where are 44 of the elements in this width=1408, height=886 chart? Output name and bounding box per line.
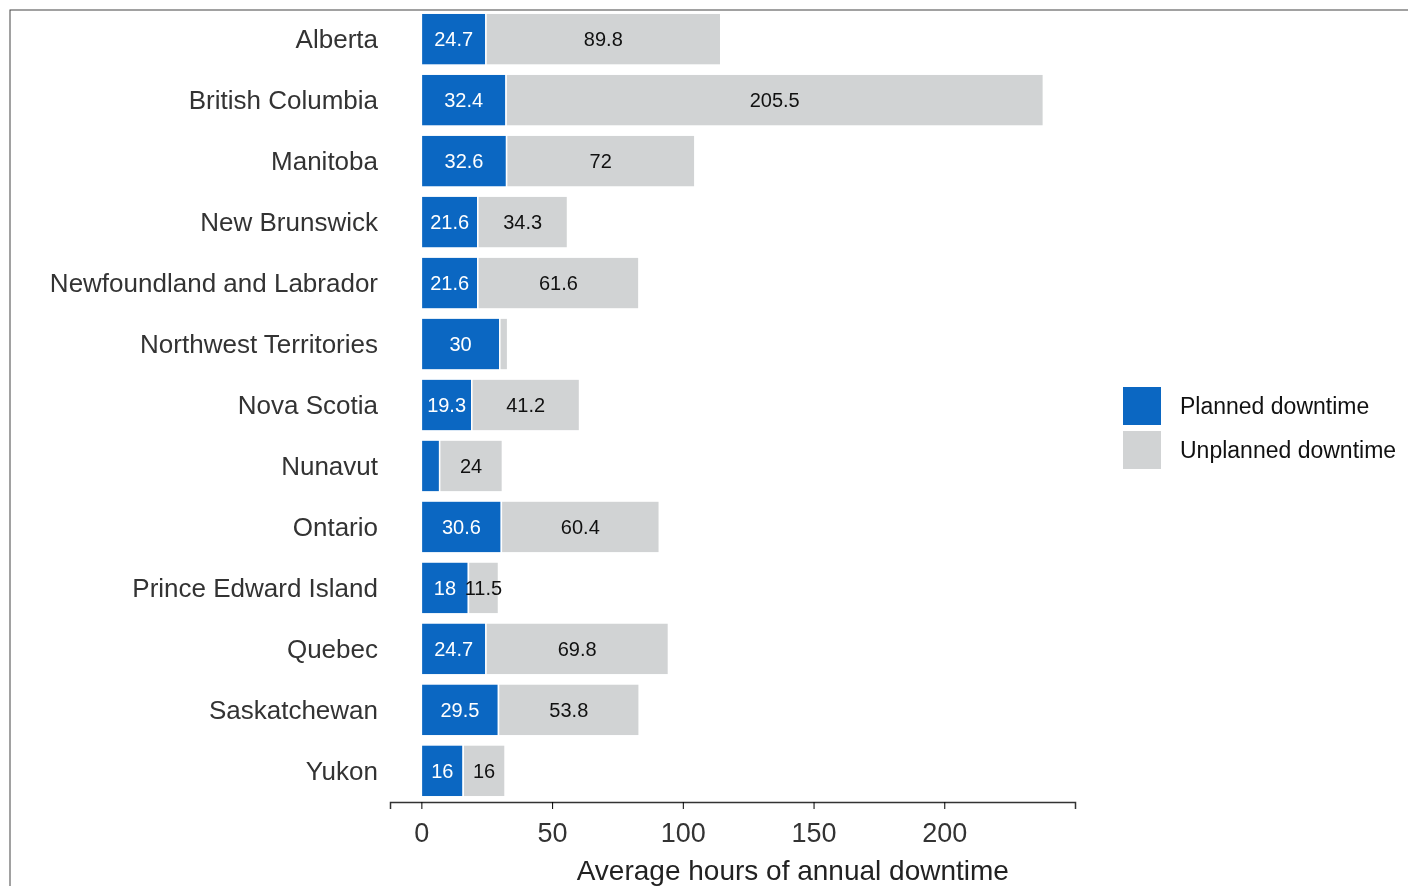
- x-tick-label: 0: [414, 817, 430, 848]
- data-label: 89.8: [583, 28, 623, 51]
- y-tick-label: Quebec: [286, 634, 378, 665]
- data-label: 21.6: [430, 272, 470, 295]
- data-label: 24.7: [434, 28, 474, 51]
- data-label: 32.6: [444, 150, 484, 173]
- data-label: 24.7: [434, 637, 474, 660]
- x-tick-label: 150: [791, 817, 837, 848]
- data-label: 29.5: [440, 698, 480, 721]
- data-label: 69.8: [557, 637, 597, 660]
- data-label: 34.3: [503, 211, 543, 234]
- data-label: 18: [433, 576, 457, 599]
- data-label: 24: [459, 454, 483, 477]
- data-label: 16: [473, 759, 496, 782]
- data-label: 30.6: [441, 515, 481, 538]
- data-label: 32.4: [444, 89, 484, 112]
- data-label: 205.5: [749, 89, 800, 112]
- data-label: 19.3: [427, 394, 467, 416]
- y-tick-label: Northwest Territories: [140, 329, 378, 360]
- y-tick-label: Manitoba: [271, 146, 379, 177]
- data-label: 72: [589, 150, 612, 173]
- data-label: 60.4: [560, 515, 600, 538]
- data-label: 61.6: [538, 272, 578, 295]
- x-tick-label: 100: [660, 817, 706, 848]
- y-tick-label: Nunavut: [281, 451, 379, 482]
- y-tick-label: Saskatchewan: [208, 694, 378, 725]
- data-label: 21.6: [430, 211, 470, 234]
- y-tick-label: Ontario: [292, 512, 378, 543]
- legend-label: Planned downtime: [1180, 393, 1370, 420]
- y-tick-label: Prince Edward Island: [132, 573, 378, 604]
- data-label: 41.2: [506, 394, 546, 416]
- x-axis-title: Average hours of annual downtime: [576, 855, 1009, 886]
- y-tick-label: Alberta: [295, 24, 379, 55]
- y-tick-label: Yukon: [305, 755, 378, 786]
- legend-label: Unplanned downtime: [1180, 437, 1397, 464]
- data-label: 16: [431, 759, 454, 782]
- x-tick-label: 200: [922, 817, 968, 848]
- y-tick-label: Newfoundland and Labrador: [49, 268, 379, 299]
- data-label: 30: [449, 333, 472, 356]
- data-label: 53.8: [549, 698, 589, 721]
- y-tick-label: Nova Scotia: [237, 390, 379, 421]
- x-tick-label: 50: [537, 817, 568, 848]
- y-tick-label: British Columbia: [188, 85, 379, 116]
- y-tick-label: New Brunswick: [200, 207, 379, 238]
